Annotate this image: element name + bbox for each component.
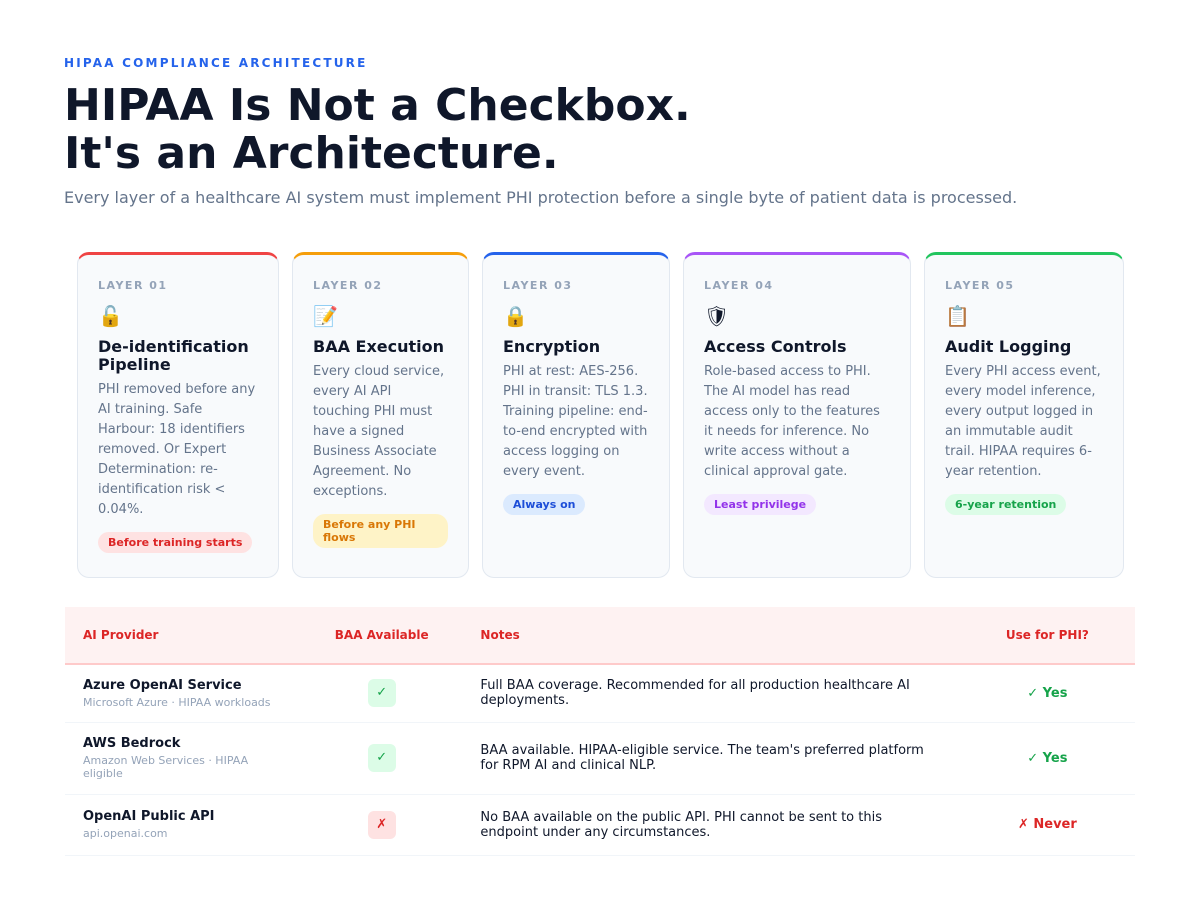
notes-cell: Full BAA coverage. Recommended for all p… [462, 664, 960, 723]
layer-text: PHI at rest: AES-256. PHI in transit: TL… [503, 364, 648, 479]
layer-icon: 🔒 [503, 304, 528, 328]
provider-name: OpenAI Public API [83, 809, 215, 824]
title-line: It's an Architecture. [64, 128, 559, 179]
column-header: BAA Available [300, 607, 463, 665]
layer-text: Every PHI access event, every model infe… [945, 364, 1101, 479]
provider-sub: Amazon Web Services · HIPAA eligible [83, 754, 249, 780]
layer-title: Access Controls [704, 337, 847, 356]
column-header: Notes [462, 607, 960, 665]
layer-icon: 📝 [313, 304, 338, 328]
layer-badge: Before any PHI flows [313, 514, 448, 548]
notes-cell: BAA available. HIPAA-eligible service. T… [462, 722, 960, 795]
header-row: AI Provider BAA Available Notes Use for PHI… [65, 607, 1135, 665]
table-row: OpenAI Public API api.openai.com ✗ No BAA a… [65, 794, 1135, 856]
use-cell: ✗ Never [959, 794, 1135, 856]
subtitle: Every layer of a healthcare AI system mu… [64, 188, 1018, 207]
layer-text: PHI removed before any AI training. Safe… [98, 382, 256, 517]
layer-label: LAYER 01 [98, 279, 168, 292]
layer-label: LAYER 02 [313, 279, 383, 292]
baa-mark: ✓ [367, 679, 396, 708]
layer-card: LAYER 02 📝 BAA Execution Every cloud servic… [292, 252, 469, 578]
layer-badge: Least privilege [704, 494, 817, 515]
provider-sub: api.openai.com [83, 827, 168, 840]
eyebrow: HIPAA COMPLIANCE ARCHITECTURE [64, 56, 368, 70]
layer-badge: Always on [503, 494, 586, 515]
layer-badge: 6-year retention [945, 494, 1067, 515]
notes-cell: No BAA available on the public API. PHI … [462, 794, 960, 856]
provider-cell: OpenAI Public API api.openai.com [65, 794, 301, 856]
provider-name: AWS Bedrock [83, 736, 181, 751]
baa-mark: ✓ [367, 744, 396, 772]
column-header: Use for PHI? [959, 607, 1135, 665]
use-cell: ✓ Yes [959, 664, 1135, 723]
baa-mark: ✗ [367, 810, 396, 839]
provider-sub: Microsoft Azure · HIPAA workloads [83, 695, 271, 709]
table-row: AWS Bedrock Amazon Web Services · HIPAA e… [65, 722, 1135, 795]
layer-card: LAYER 01 🔓 De-identification Pipeline PHI r… [77, 252, 279, 578]
baa-cell: ✓ [300, 722, 463, 795]
layer-label: LAYER 05 [945, 279, 1015, 292]
provider-name: Azure OpenAI Service [83, 677, 242, 693]
layer-text: Every cloud service, every AI API touchi… [313, 364, 445, 499]
layer-cards: LAYER 01 🔓 De-identification Pipeline PHI r… [77, 252, 1124, 578]
layer-card: LAYER 05 📋 Audit Logging Every PHI access e… [924, 252, 1124, 578]
layer-title: BAA Execution [313, 337, 445, 356]
layer-icon: 🔓 [98, 304, 123, 328]
provider-cell: AWS Bedrock Amazon Web Services · HIPAA e… [65, 722, 301, 795]
use-cell: ✓ Yes [959, 722, 1135, 795]
layer-card: LAYER 04 🛡 Access Controls Role-based acces… [683, 252, 911, 578]
layer-card: LAYER 03 🔒 Encryption PHI at rest: AES-256.… [482, 252, 670, 578]
column-header: AI Provider [65, 607, 301, 665]
layer-icon: 📋 [945, 304, 970, 328]
title: HIPAA Is Not a Checkbox. It's an Architec… [64, 82, 691, 178]
layer-icon: 🛡 [704, 304, 730, 328]
layer-label: LAYER 03 [503, 279, 573, 292]
layer-title: Audit Logging [945, 337, 1072, 356]
title-line: HIPAA Is Not a Checkbox. [64, 80, 691, 131]
layer-label: LAYER 04 [704, 279, 774, 292]
baa-cell: ✗ [300, 794, 463, 856]
provider-table: AI Provider BAA Available Notes Use for PHI… [65, 607, 1135, 856]
layer-title: De-identification Pipeline [98, 337, 249, 374]
layer-title: Encryption [503, 337, 601, 356]
baa-cell: ✓ [300, 664, 463, 723]
table-row: Azure OpenAI Service Microsoft Azure · HI… [65, 664, 1135, 723]
layer-badge: Before training starts [98, 532, 253, 553]
layer-text: Role-based access to PHI. The AI model h… [704, 364, 880, 479]
provider-cell: Azure OpenAI Service Microsoft Azure · HI… [65, 664, 301, 723]
